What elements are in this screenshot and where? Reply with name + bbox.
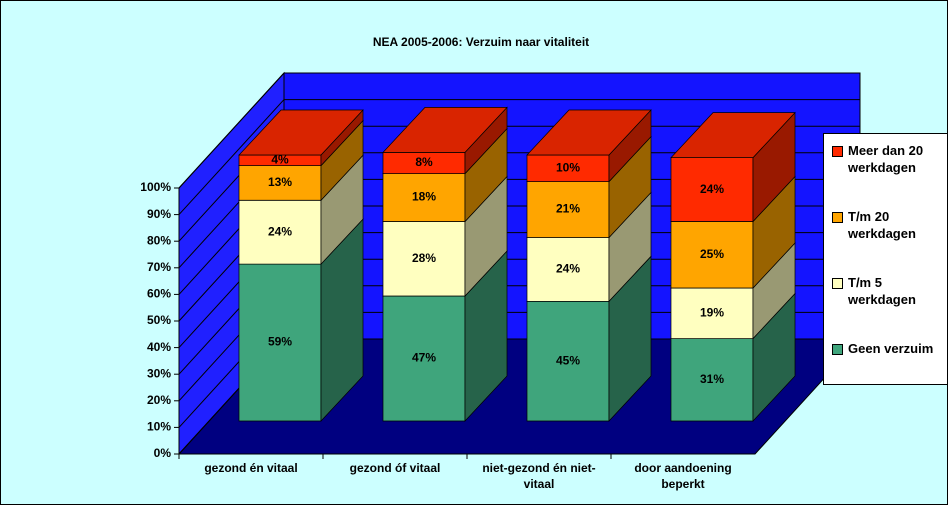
legend-swatch xyxy=(832,212,843,223)
grid-line xyxy=(178,99,285,215)
y-tick-label: 60% xyxy=(147,287,171,301)
bar-top xyxy=(382,106,508,153)
legend-label: T/m 20 werkdagen xyxy=(848,209,916,241)
chart-title: NEA 2005-2006: Verzuim naar vitaliteit xyxy=(373,35,589,49)
bar-top xyxy=(526,109,652,156)
bar-segment xyxy=(238,109,364,167)
value-label: 24% xyxy=(700,182,724,196)
y-tick-label: 100% xyxy=(140,180,171,194)
x-tick-label: gezond óf vitaal xyxy=(349,461,441,475)
x-tick-label: door aandoening beperkt xyxy=(634,461,732,491)
y-tick-label: 40% xyxy=(147,340,171,354)
value-label: 24% xyxy=(556,262,580,276)
value-label: 59% xyxy=(268,335,292,349)
y-tick-label: 90% xyxy=(147,207,171,221)
value-label: 10% xyxy=(556,160,580,174)
grid-line xyxy=(178,72,285,189)
y-tick-label: 30% xyxy=(147,366,171,380)
x-tick-label: niet-gezond én niet-vitaal xyxy=(482,461,596,491)
legend-swatch xyxy=(832,344,843,355)
y-tick-label: 20% xyxy=(147,393,171,407)
value-label: 24% xyxy=(268,224,292,238)
y-tick-label: 70% xyxy=(147,260,171,274)
x-tick-label: gezond én vitaal xyxy=(204,461,298,475)
value-label: 31% xyxy=(700,372,724,386)
value-label: 47% xyxy=(412,351,436,365)
value-label: 18% xyxy=(412,190,436,204)
legend: Geen verzuim T/m 5 werkdagen T/m 20 werkda… xyxy=(823,133,947,385)
bar-top xyxy=(238,109,364,156)
bar-segment xyxy=(526,109,652,183)
y-tick-label: 80% xyxy=(147,233,171,247)
bar-segment xyxy=(382,106,508,175)
value-label: 45% xyxy=(556,353,580,367)
legend-label: Meer dan 20 werkdagen xyxy=(848,143,924,175)
value-label: 13% xyxy=(268,175,292,189)
y-tick-label: 10% xyxy=(147,420,171,434)
value-label: 8% xyxy=(415,155,433,169)
legend-label: T/m 5 werkdagen xyxy=(848,275,916,307)
legend-label: Geen verzuim xyxy=(848,341,934,356)
legend-swatch xyxy=(832,146,843,157)
bar-segment xyxy=(670,111,796,223)
y-tick-label: 50% xyxy=(147,313,171,327)
value-label: 19% xyxy=(700,305,724,319)
bar-top xyxy=(670,112,796,159)
y-tick-label: 0% xyxy=(154,446,172,460)
value-label: 25% xyxy=(700,247,724,261)
value-label: 4% xyxy=(271,152,289,166)
legend-swatch xyxy=(832,278,843,289)
value-label: 21% xyxy=(556,202,580,216)
value-label: 28% xyxy=(412,251,436,265)
